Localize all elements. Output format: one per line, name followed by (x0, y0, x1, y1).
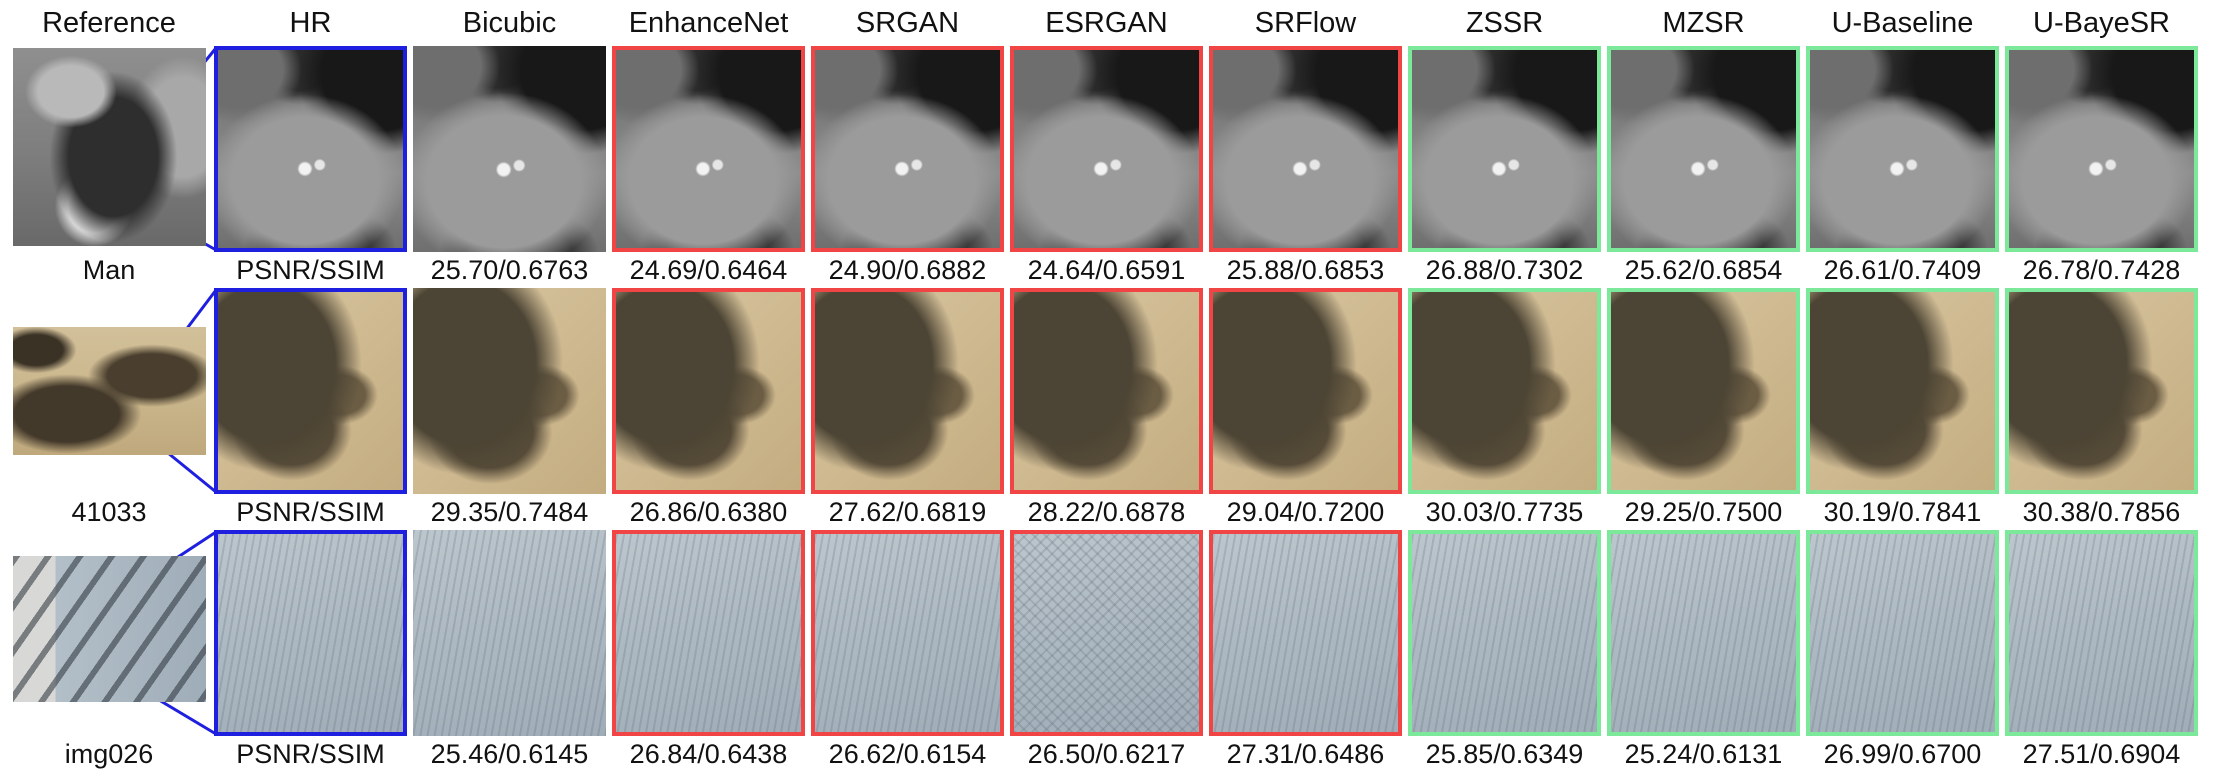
result-image-bicubic-man (413, 46, 606, 252)
result-image-enhancenet-img026 (612, 530, 805, 736)
column-header-esrgan: ESRGAN (1045, 7, 1168, 39)
metric-value: 25.88/0.6853 (1226, 254, 1385, 285)
row-label: Man (82, 254, 136, 285)
metric-value: 25.46/0.6145 (430, 738, 589, 769)
result-image-esrgan-man (1010, 46, 1203, 252)
metric-value: 24.64/0.6591 (1027, 254, 1186, 285)
result-image-ubaseline-man (1806, 46, 1999, 252)
result-image-mzsr-41033 (1607, 288, 1800, 494)
row-label: img026 (64, 738, 154, 769)
result-image-esrgan-img026 (1010, 530, 1203, 736)
metric-value: 26.61/0.7409 (1823, 254, 1982, 285)
result-image-zssr-man (1408, 46, 1601, 252)
column-header-srgan: SRGAN (855, 7, 960, 39)
metric-value: 25.85/0.6349 (1425, 738, 1584, 769)
metric-label: PSNR/SSIM (236, 496, 385, 527)
result-image-srgan-man (811, 46, 1004, 252)
column-header-ubayesr: U-BayeSR (2033, 7, 2170, 39)
result-image-srflow-man (1209, 46, 1402, 252)
result-image-ubayesr-man (2005, 46, 2198, 252)
metric-value: 27.51/0.6904 (2022, 738, 2181, 769)
metric-value: 29.25/0.7500 (1624, 496, 1783, 527)
metric-value: 26.86/0.6380 (629, 496, 788, 527)
result-image-srflow-img026 (1209, 530, 1402, 736)
result-image-ubayesr-img026 (2005, 530, 2198, 736)
metric-value: 29.04/0.7200 (1226, 496, 1385, 527)
column-header-zssr: ZSSR (1465, 7, 1544, 39)
reference-image-img026 (12, 556, 206, 702)
result-image-esrgan-41033 (1010, 288, 1203, 494)
column-header-bicubic: Bicubic (462, 7, 557, 39)
column-header-ubaseline: U-Baseline (1831, 7, 1974, 39)
result-image-hr-img026 (214, 530, 407, 736)
metric-value: 26.50/0.6217 (1027, 738, 1186, 769)
row-label: 41033 (71, 496, 147, 527)
metric-value: 25.70/0.6763 (430, 254, 589, 285)
metric-value: 26.78/0.7428 (2022, 254, 2181, 285)
result-image-enhancenet-man (612, 46, 805, 252)
result-image-enhancenet-41033 (612, 288, 805, 494)
result-image-mzsr-img026 (1607, 530, 1800, 736)
metric-value: 25.24/0.6131 (1624, 738, 1783, 769)
result-image-ubayesr-41033 (2005, 288, 2198, 494)
result-image-ubaseline-41033 (1806, 288, 1999, 494)
metric-value: 30.38/0.7856 (2022, 496, 2181, 527)
result-image-hr-man (214, 46, 407, 252)
column-header-reference: Reference (42, 7, 176, 39)
column-header-srflow: SRFlow (1254, 7, 1357, 39)
metric-value: 26.99/0.6700 (1823, 738, 1982, 769)
column-header-hr: HR (289, 7, 332, 39)
result-image-srgan-img026 (811, 530, 1004, 736)
result-image-zssr-img026 (1408, 530, 1601, 736)
metric-value: 29.35/0.7484 (430, 496, 589, 527)
metric-label: PSNR/SSIM (236, 254, 385, 285)
metric-value: 27.62/0.6819 (828, 496, 987, 527)
column-header-enhancenet: EnhanceNet (628, 7, 789, 39)
metric-value: 26.84/0.6438 (629, 738, 788, 769)
metric-value: 30.03/0.7735 (1425, 496, 1584, 527)
result-image-mzsr-man (1607, 46, 1800, 252)
metric-value: 24.90/0.6882 (828, 254, 987, 285)
metric-value: 25.62/0.6854 (1624, 254, 1783, 285)
result-image-srgan-41033 (811, 288, 1004, 494)
result-image-ubaseline-img026 (1806, 530, 1999, 736)
result-image-srflow-41033 (1209, 288, 1402, 494)
metric-value: 26.62/0.6154 (828, 738, 987, 769)
metric-label: PSNR/SSIM (236, 738, 385, 769)
metric-value: 24.69/0.6464 (629, 254, 788, 285)
result-image-zssr-41033 (1408, 288, 1601, 494)
metric-value: 28.22/0.6878 (1027, 496, 1186, 527)
metric-value: 27.31/0.6486 (1226, 738, 1385, 769)
result-image-hr-41033 (214, 288, 407, 494)
metric-value: 30.19/0.7841 (1823, 496, 1982, 527)
result-image-bicubic-41033 (413, 288, 606, 494)
reference-image-41033 (12, 327, 206, 455)
metric-value: 26.88/0.7302 (1425, 254, 1584, 285)
result-image-bicubic-img026 (413, 530, 606, 736)
reference-image-man (12, 48, 206, 246)
column-header-mzsr: MZSR (1662, 7, 1745, 39)
